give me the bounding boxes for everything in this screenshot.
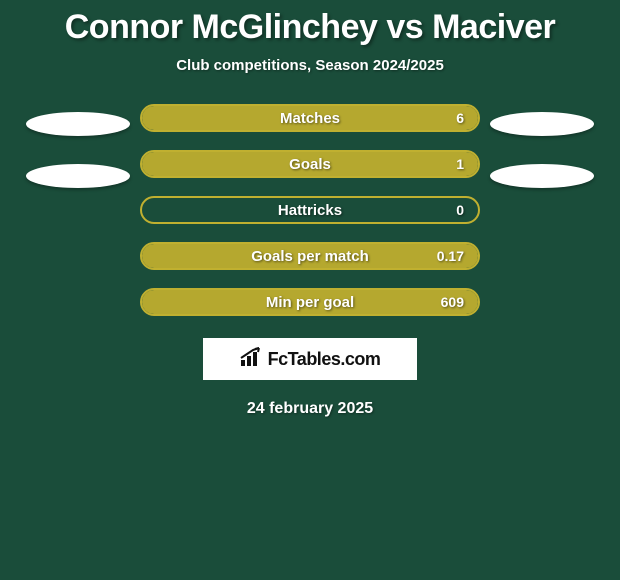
logo-box[interactable]: FcTables.com xyxy=(203,338,417,380)
stat-value: 0.17 xyxy=(437,248,464,264)
logo-label: FcTables.com xyxy=(268,349,381,370)
right-player-col xyxy=(482,104,602,216)
stat-bar: Goals per match 0.17 xyxy=(140,242,480,270)
stat-bar: Matches 6 xyxy=(140,104,480,132)
stat-bar: Min per goal 609 xyxy=(140,288,480,316)
left-player-col xyxy=(18,104,138,216)
player-ellipse xyxy=(490,112,594,136)
page-subtitle: Club competitions, Season 2024/2025 xyxy=(176,57,444,74)
main-container: Connor McGlinchey vs Maciver Club compet… xyxy=(0,0,620,418)
stat-label: Goals xyxy=(142,156,478,173)
stat-value: 0 xyxy=(456,202,464,218)
stat-label: Matches xyxy=(142,110,478,127)
stat-value: 609 xyxy=(441,294,464,310)
stat-bar: Goals 1 xyxy=(140,150,480,178)
stat-label: Hattricks xyxy=(142,202,478,219)
stat-label: Goals per match xyxy=(142,248,478,265)
stat-label: Min per goal xyxy=(142,294,478,311)
chart-icon xyxy=(240,347,264,372)
player-ellipse xyxy=(490,164,594,188)
player-ellipse xyxy=(26,164,130,188)
stat-bar: Hattricks 0 xyxy=(140,196,480,224)
stat-value: 1 xyxy=(456,156,464,172)
stats-area: Matches 6 Goals 1 Hattricks 0 Goals per … xyxy=(0,104,620,334)
page-title: Connor McGlinchey vs Maciver xyxy=(65,8,556,47)
date-label: 24 february 2025 xyxy=(247,400,373,418)
player-ellipse xyxy=(26,112,130,136)
stat-bars-col: Matches 6 Goals 1 Hattricks 0 Goals per … xyxy=(138,104,482,334)
logo-text: FcTables.com xyxy=(240,347,381,372)
stat-value: 6 xyxy=(456,110,464,126)
